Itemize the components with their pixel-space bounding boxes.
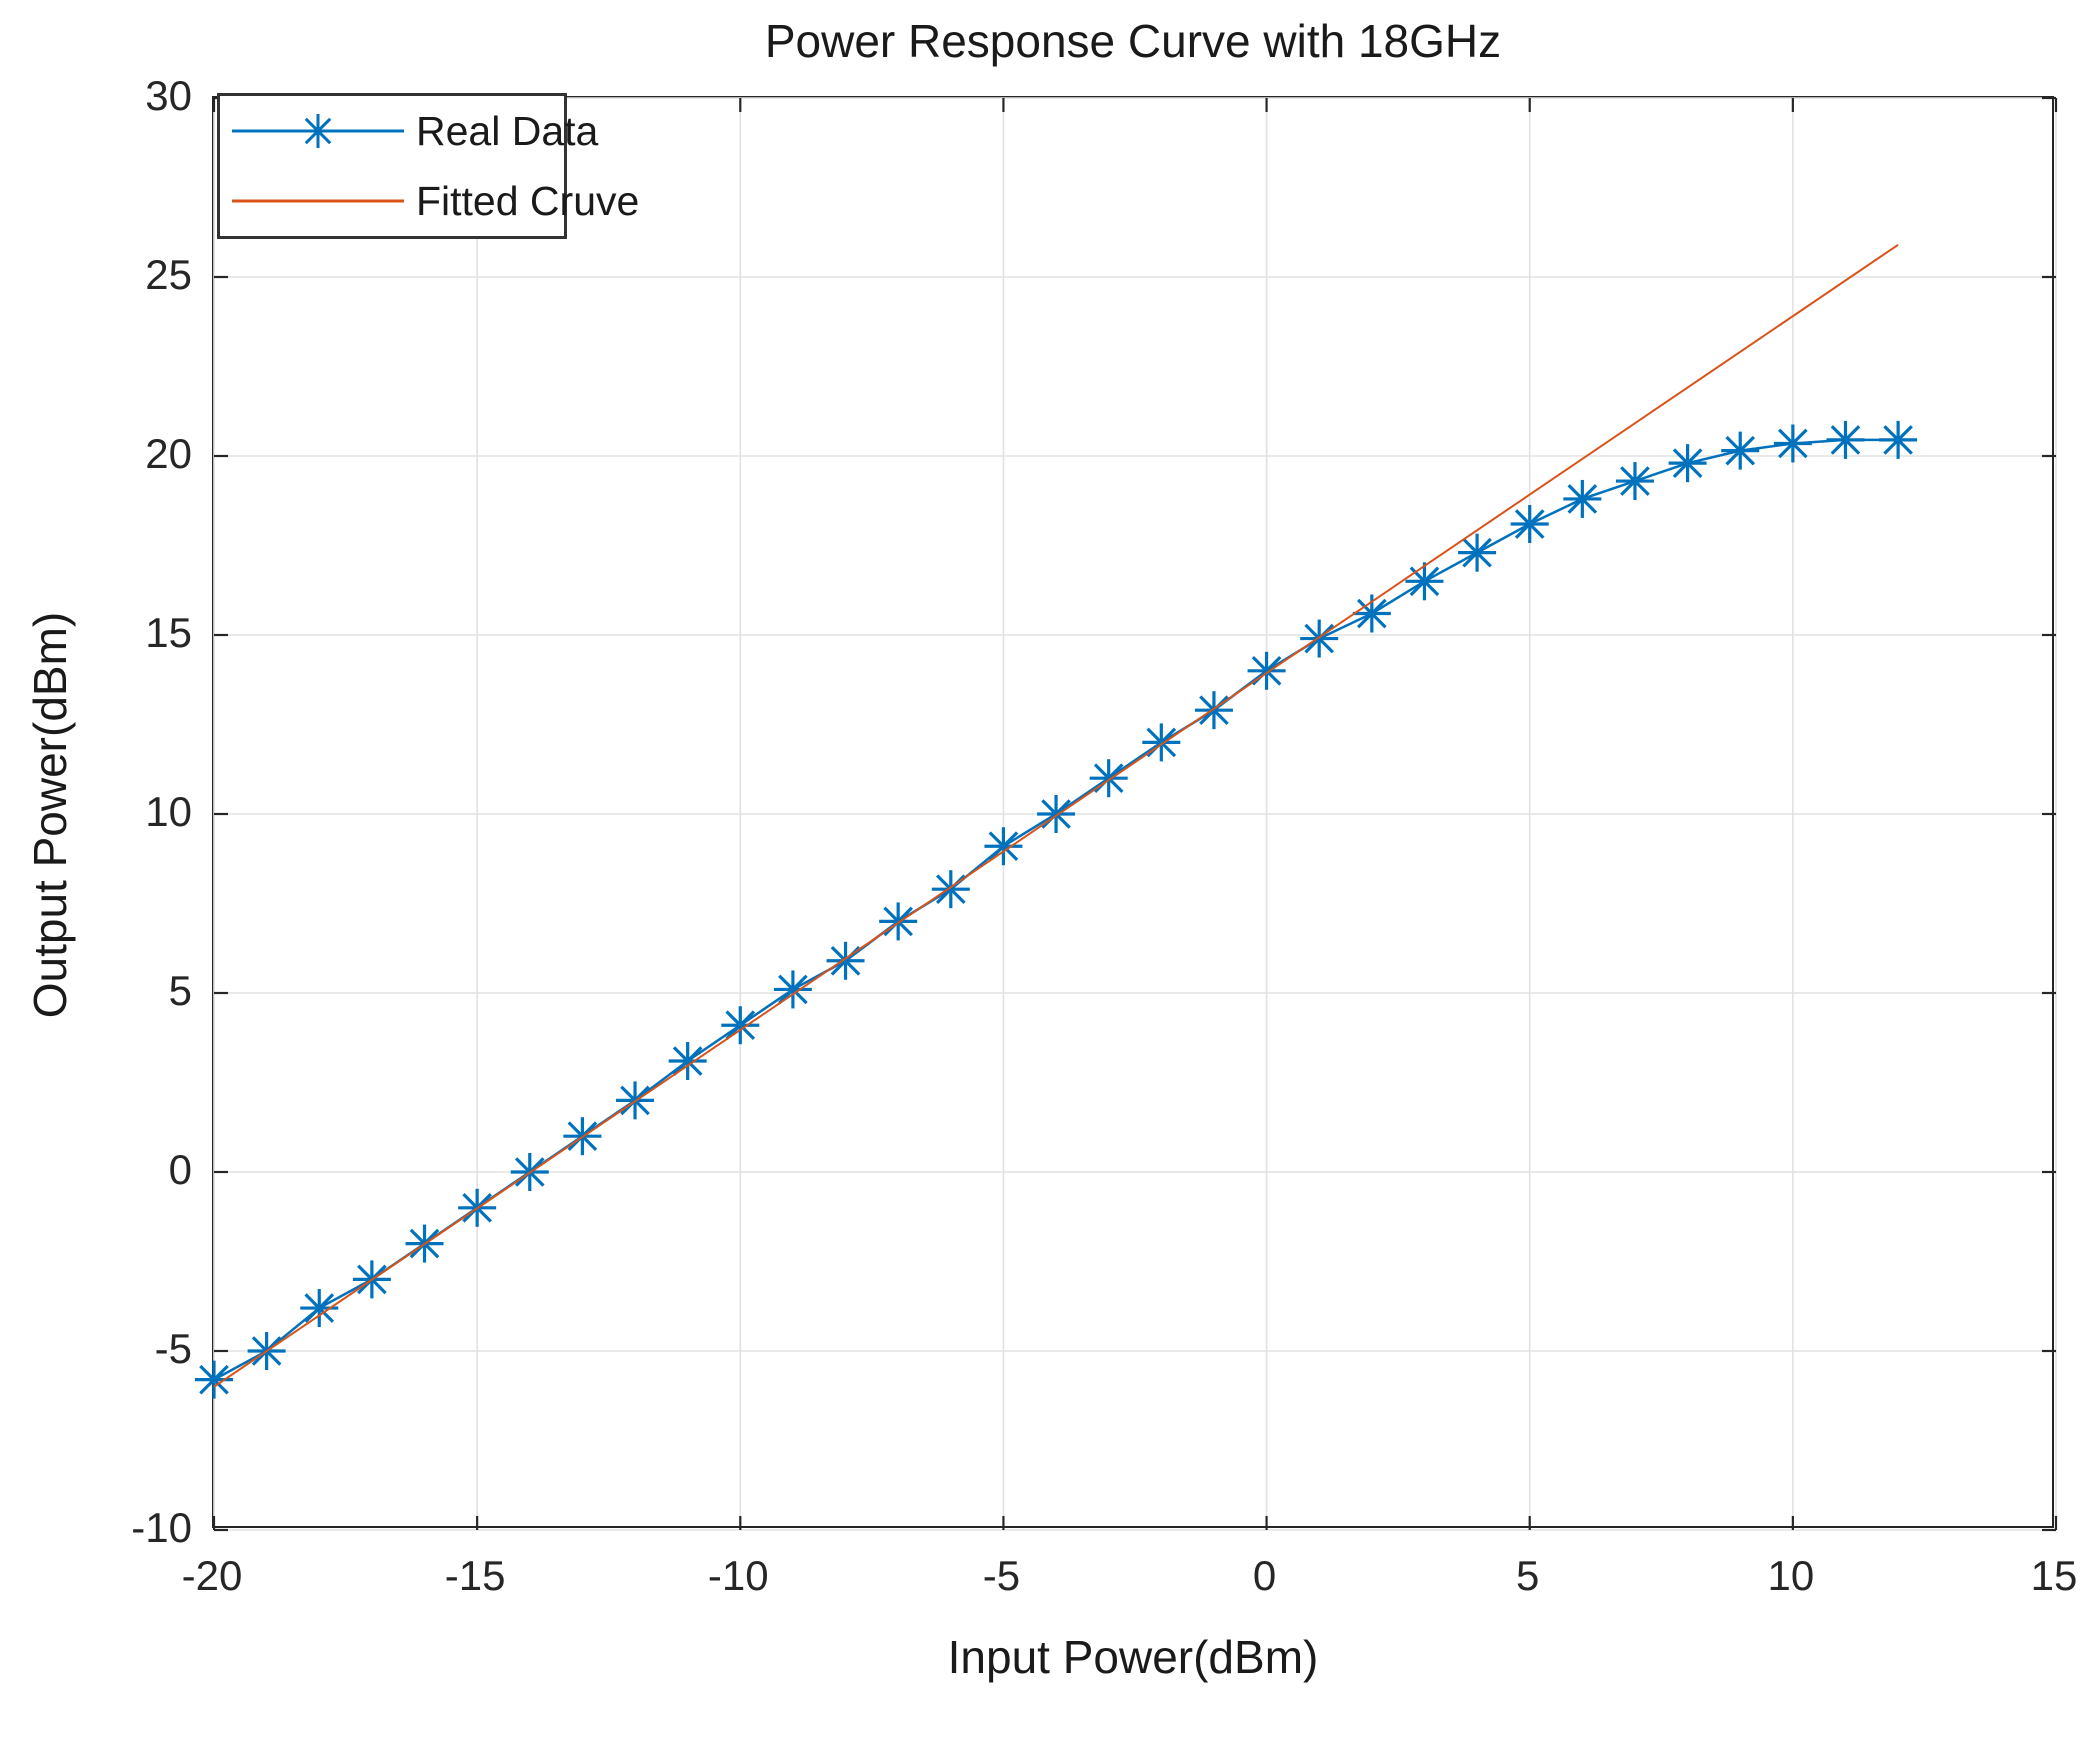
legend-entry-real-data: Real Data [220,96,598,166]
asterisk-marker [1300,619,1339,658]
y-tick-label: 5 [168,967,192,1014]
x-tick-label: 10 [1767,1552,1815,1599]
y-tick-label: -10 [131,1504,192,1551]
fitted-curve-line-sample-icon [232,199,404,203]
asterisk-marker [1773,424,1812,463]
y-tick-label: 0 [168,1146,192,1193]
asterisk-marker [721,1006,760,1045]
y-tick-label: 20 [145,430,192,477]
asterisk-marker [879,902,918,941]
x-tick-label: -5 [982,1552,1021,1599]
x-tick-label: 15 [2030,1552,2078,1599]
asterisk-marker [1510,505,1549,544]
asterisk-marker [300,1289,339,1328]
asterisk-marker [301,114,335,148]
x-tick-label: -10 [707,1552,769,1599]
asterisk-marker [1247,651,1286,690]
legend-box: Real Data Fitted Cruve [217,93,639,239]
x-tick-label: -20 [181,1552,243,1599]
legend-label: Real Data [416,107,599,154]
series-line [213,243,1899,1388]
series-line [213,438,1899,1381]
x-tick-label: 0 [1252,1552,1277,1599]
asterisk-marker [1037,795,1076,833]
asterisk-marker [1142,723,1181,762]
asterisk-marker [1879,420,1918,459]
y-tick-label: 10 [145,788,192,835]
plot-area [195,96,2058,1532]
asterisk-marker [1194,691,1233,730]
asterisk-marker [1826,420,1865,459]
real-data-line-sample-icon [232,114,404,148]
y-tick-label: -5 [154,1325,192,1372]
x-tick-label: -15 [444,1552,506,1599]
asterisk-marker [1405,562,1444,601]
x-axis-label: Input Power(dBm) [947,1631,1319,1683]
x-tick-label: 5 [1516,1552,1540,1599]
asterisk-marker [1615,462,1654,501]
legend-label: Fitted Cruve [416,177,640,224]
asterisk-marker [984,827,1023,866]
y-tick-label: 25 [145,251,192,298]
asterisk-marker [1458,533,1497,572]
chart-canvas [195,96,2058,1532]
legend-entry-fitted-curve: Fitted Cruve [220,166,639,236]
asterisk-marker [1352,594,1391,633]
asterisk-marker [1089,759,1128,798]
asterisk-marker [773,970,812,1009]
asterisk-marker [826,941,865,980]
asterisk-marker [195,1360,233,1399]
asterisk-marker [1668,444,1707,483]
asterisk-marker [931,870,970,909]
plot-title: Power Response Curve with 18GHz [764,15,1502,67]
y-tick-label: 30 [145,72,192,119]
asterisk-marker [1721,431,1760,470]
y-tick-label: 15 [145,609,192,656]
asterisk-marker [668,1042,707,1081]
asterisk-marker [1563,479,1602,518]
